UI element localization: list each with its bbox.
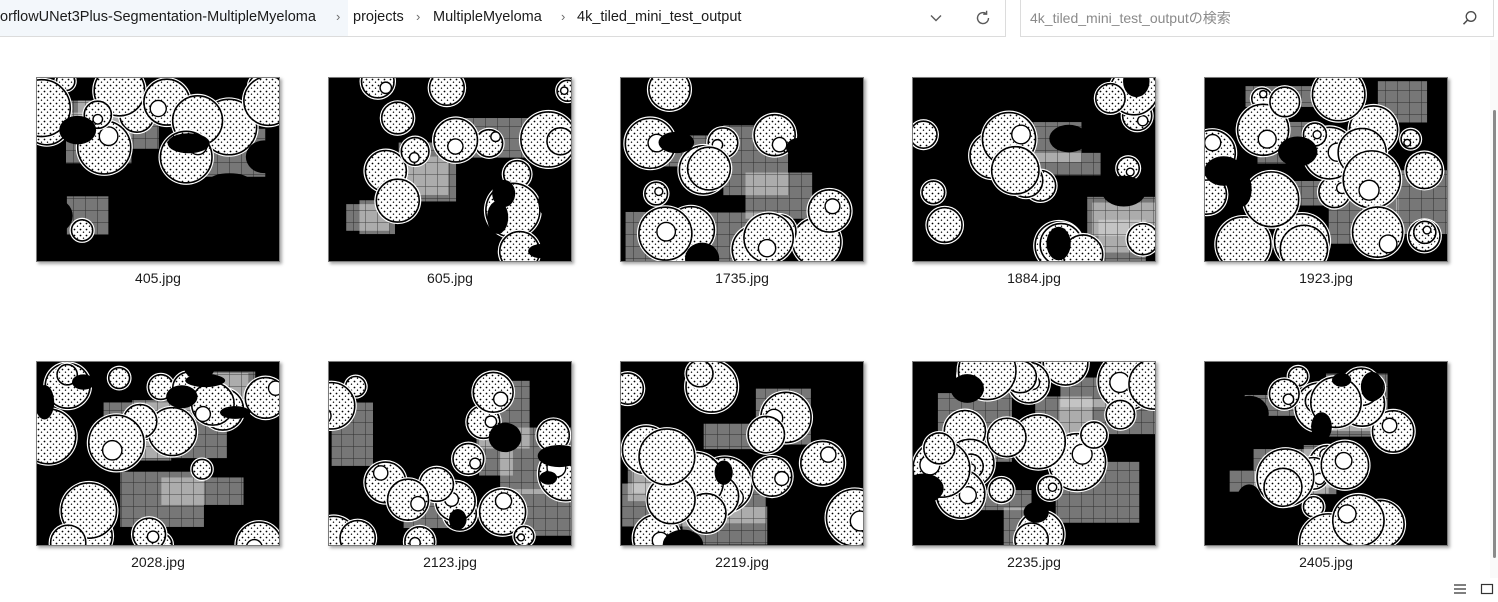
breadcrumb-highlight bbox=[0, 0, 348, 36]
breadcrumb-separator-icon[interactable]: › bbox=[561, 9, 566, 24]
file-thumbnail[interactable] bbox=[912, 77, 1156, 262]
breadcrumb-item-repository[interactable]: orflowUNet3Plus-Segmentation-MultipleMye… bbox=[0, 9, 316, 25]
file-name[interactable]: 2235.jpg bbox=[1007, 554, 1061, 570]
breadcrumb-item-projects[interactable]: projects bbox=[353, 9, 404, 25]
breadcrumb-item-current-folder[interactable]: 4k_tiled_mini_test_output bbox=[577, 9, 742, 25]
status-bar bbox=[0, 578, 1498, 597]
file-item[interactable]: 2123.jpg bbox=[320, 361, 580, 581]
refresh-icon[interactable] bbox=[965, 0, 1001, 36]
file-thumbnail[interactable] bbox=[912, 361, 1156, 546]
file-name[interactable]: 1735.jpg bbox=[715, 270, 769, 286]
breadcrumb[interactable]: orflowUNet3Plus-Segmentation-MultipleMye… bbox=[0, 0, 1006, 37]
address-toolbar: orflowUNet3Plus-Segmentation-MultipleMye… bbox=[0, 0, 1498, 40]
file-name[interactable]: 2405.jpg bbox=[1299, 554, 1353, 570]
file-item[interactable]: 1735.jpg bbox=[612, 77, 872, 297]
details-view-icon[interactable] bbox=[1452, 581, 1468, 597]
search-icon[interactable] bbox=[1461, 9, 1479, 27]
file-item[interactable]: 1884.jpg bbox=[904, 77, 1164, 297]
search-box[interactable] bbox=[1020, 0, 1494, 37]
scrollbar-thumb[interactable] bbox=[1493, 110, 1496, 558]
file-item[interactable]: 605.jpg bbox=[320, 77, 580, 297]
file-thumbnail[interactable] bbox=[328, 77, 572, 262]
breadcrumb-separator-icon[interactable]: › bbox=[336, 9, 341, 24]
file-item[interactable]: 2219.jpg bbox=[612, 361, 872, 581]
search-input[interactable] bbox=[1030, 0, 1450, 35]
file-thumbnail[interactable] bbox=[1204, 77, 1448, 262]
file-thumbnail[interactable] bbox=[36, 361, 280, 546]
file-item[interactable]: 1923.jpg bbox=[1196, 77, 1456, 297]
breadcrumb-separator-icon[interactable]: › bbox=[416, 9, 421, 24]
breadcrumb-item-multiplemyeloma[interactable]: MultipleMyeloma bbox=[433, 9, 542, 25]
file-name[interactable]: 2123.jpg bbox=[423, 554, 477, 570]
file-item[interactable]: 2405.jpg bbox=[1196, 361, 1456, 581]
file-name[interactable]: 2028.jpg bbox=[131, 554, 185, 570]
file-grid: 405.jpg 605.jpg 1735.jpg 1884.jpg 1923.j… bbox=[0, 40, 1490, 578]
file-name[interactable]: 1884.jpg bbox=[1007, 270, 1061, 286]
file-thumbnail[interactable] bbox=[36, 77, 280, 262]
file-thumbnail[interactable] bbox=[1204, 361, 1448, 546]
file-thumbnail[interactable] bbox=[620, 77, 864, 262]
file-thumbnail[interactable] bbox=[328, 361, 572, 546]
file-name[interactable]: 2219.jpg bbox=[715, 554, 769, 570]
vertical-scrollbar[interactable] bbox=[1490, 40, 1498, 578]
file-name[interactable]: 405.jpg bbox=[135, 270, 181, 286]
file-name[interactable]: 605.jpg bbox=[427, 270, 473, 286]
file-item[interactable]: 2235.jpg bbox=[904, 361, 1164, 581]
file-name[interactable]: 1923.jpg bbox=[1299, 270, 1353, 286]
chevron-down-icon[interactable] bbox=[918, 0, 954, 36]
file-item[interactable]: 405.jpg bbox=[28, 77, 288, 297]
file-thumbnail[interactable] bbox=[620, 361, 864, 546]
large-icons-view-icon[interactable] bbox=[1479, 581, 1495, 597]
file-item[interactable]: 2028.jpg bbox=[28, 361, 288, 581]
